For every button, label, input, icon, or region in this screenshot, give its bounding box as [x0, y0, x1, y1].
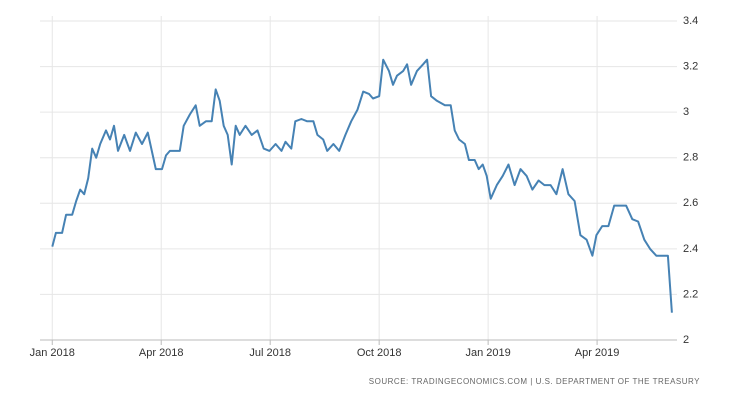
x-tick-label: Jan 2018 [30, 347, 75, 359]
y-tick-label: 2.2 [683, 288, 698, 300]
y-tick-label: 2.8 [683, 152, 698, 164]
y-tick-label: 3 [683, 106, 689, 118]
x-tick-label: Apr 2019 [575, 347, 620, 359]
x-tick-label: Jul 2018 [249, 347, 291, 359]
x-tick-label: Jan 2019 [465, 347, 510, 359]
y-tick-label: 2.4 [683, 243, 698, 255]
y-tick-label: 2 [683, 334, 689, 346]
y-tick-label: 2.6 [683, 197, 698, 209]
x-tick-label: Apr 2018 [139, 347, 184, 359]
y-tick-label: 3.2 [683, 60, 698, 72]
y-tick-label: 3.4 [683, 15, 698, 27]
source-note: SOURCE: TRADINGECONOMICS.COM | U.S. DEPA… [369, 377, 700, 386]
series-line [51, 58, 673, 313]
x-tick-label: Oct 2018 [357, 347, 402, 359]
